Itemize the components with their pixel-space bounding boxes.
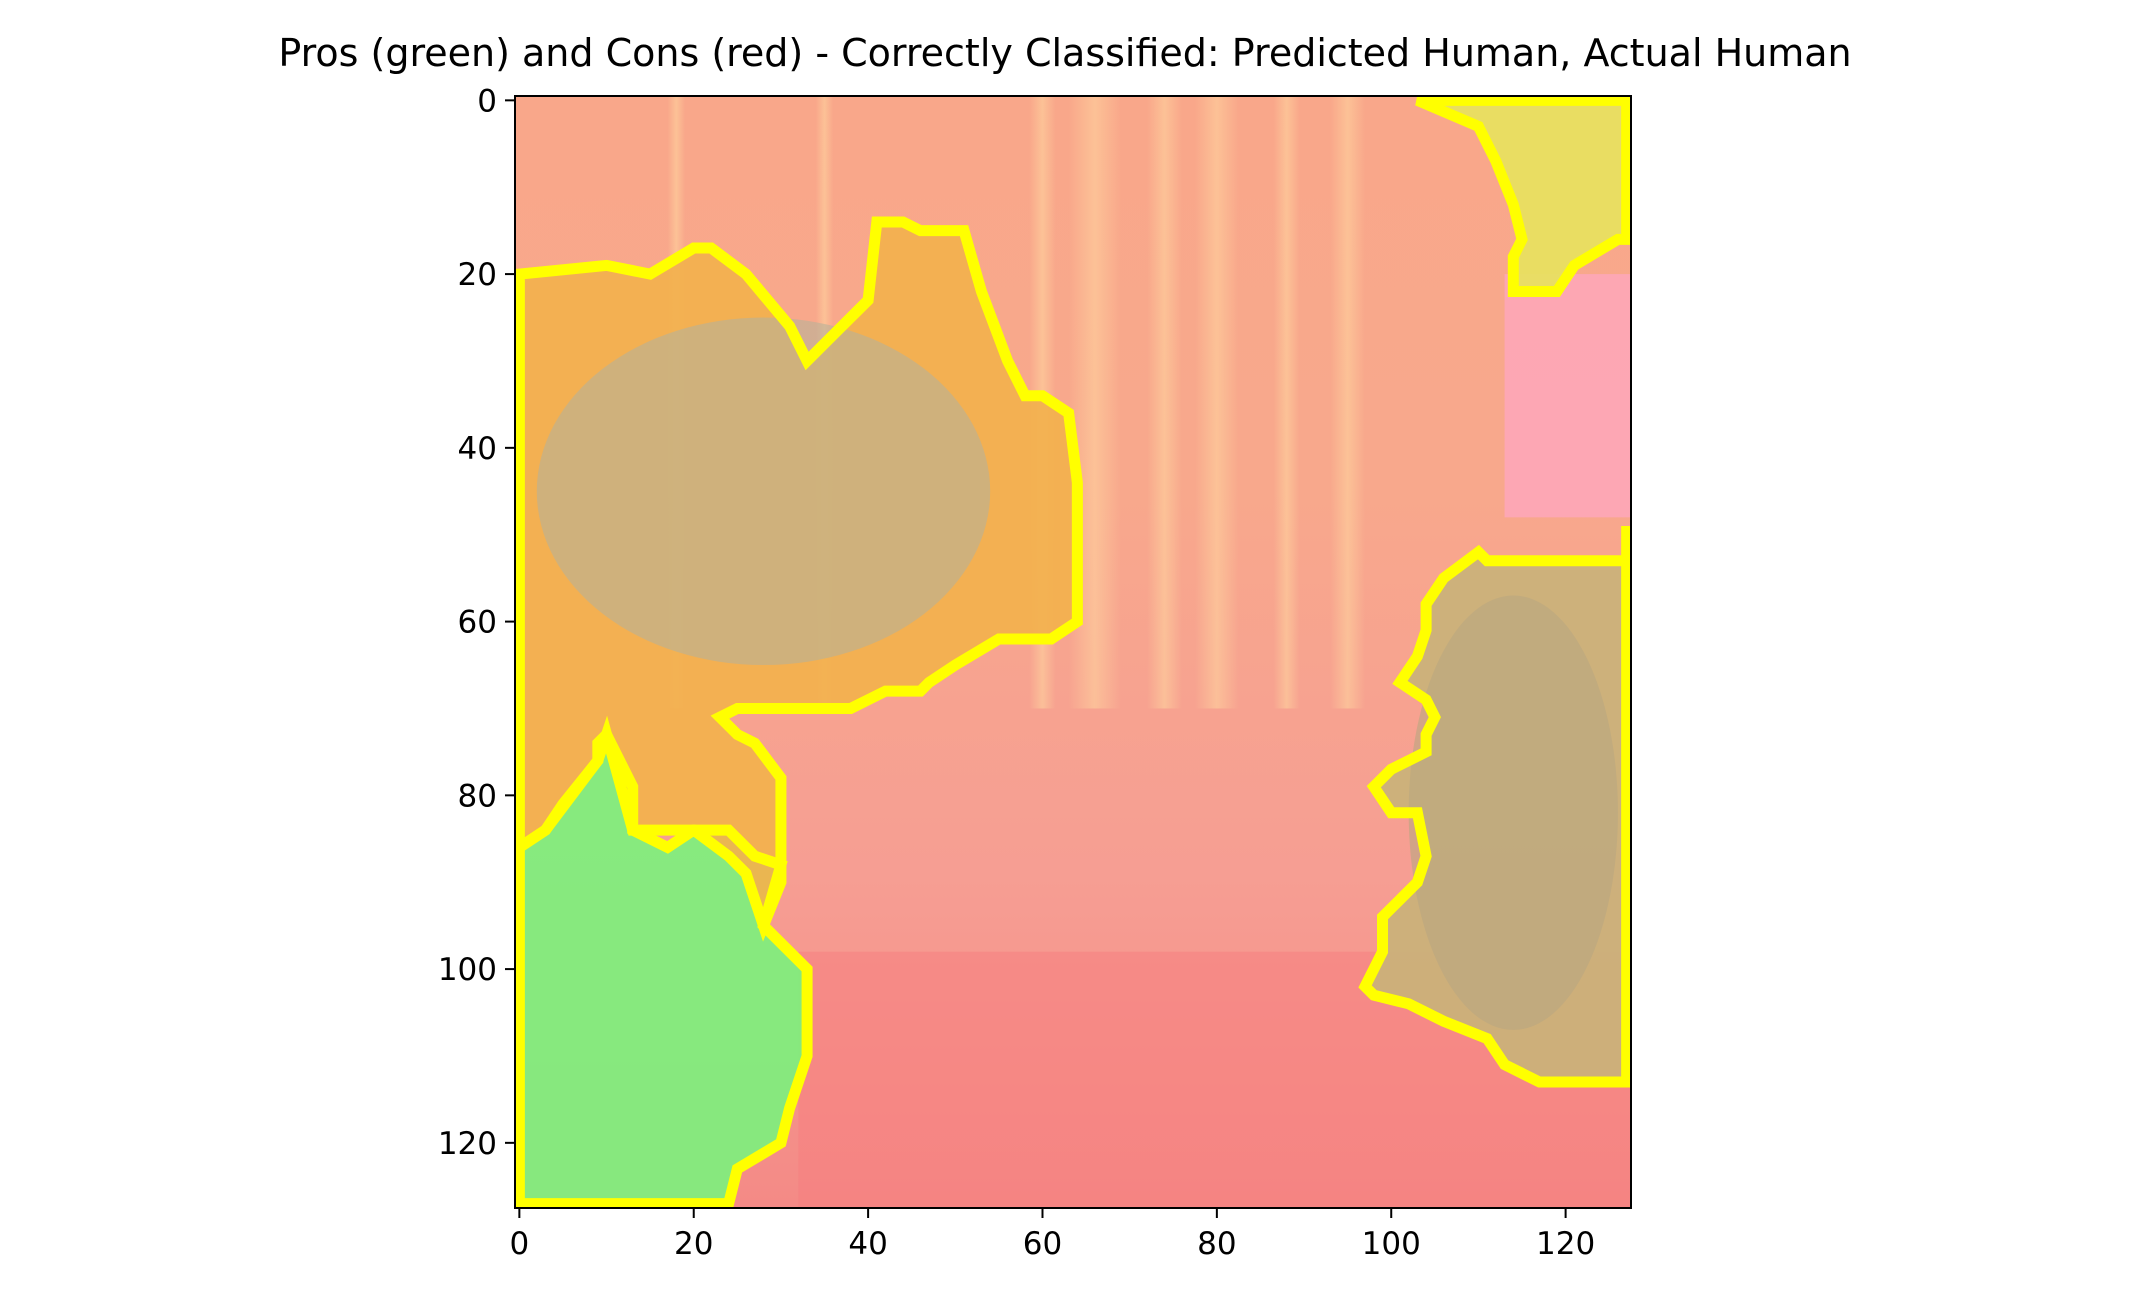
axes-frame: [514, 95, 1632, 1209]
y-tick-label: 20: [458, 257, 497, 293]
image-streak: [1330, 96, 1366, 709]
segment-boundary-4: [1358, 526, 1631, 1088]
chart-title: Pros (green) and Cons (red) - Correctly …: [278, 31, 1851, 75]
y-tick-label: 40: [458, 431, 497, 467]
plot-area: 0 20 40 60 80 100 120 0 20 40 60 80 100 120: [438, 83, 1632, 1262]
segment-shade: [1408, 595, 1618, 1030]
y-tick-label: 120: [438, 1126, 497, 1162]
x-tick-label: 20: [674, 1226, 713, 1262]
segment-region-3: [1417, 100, 1627, 292]
x-tick-label: 40: [848, 1226, 887, 1262]
x-tick-label: 80: [1197, 1226, 1236, 1262]
segment-boundaries: [515, 96, 1631, 1208]
x-tick-label: 120: [1536, 1226, 1595, 1262]
y-axis: 0 20 40 60 80 100 120: [438, 83, 515, 1162]
y-tick-label: 100: [438, 952, 497, 988]
segment-regions: [519, 100, 1627, 1204]
image-patch: [1504, 274, 1631, 518]
x-axis: 0 20 40 60 80 100 120: [509, 1208, 1595, 1262]
image-streak: [1273, 96, 1300, 709]
explanation-image: [515, 96, 1631, 1208]
y-tick-label: 0: [477, 83, 497, 119]
x-tick-label: 100: [1362, 1226, 1421, 1262]
image-streak: [1147, 96, 1182, 709]
x-tick-label: 0: [509, 1226, 529, 1262]
segment-shade: [536, 317, 991, 666]
y-tick-label: 80: [458, 778, 497, 814]
image-streak: [1195, 96, 1239, 709]
y-tick-label: 60: [458, 605, 497, 641]
segment-boundary-3: [1415, 96, 1631, 297]
x-tick-label: 60: [1023, 1226, 1062, 1262]
segment-boundary-2: [515, 216, 1083, 942]
